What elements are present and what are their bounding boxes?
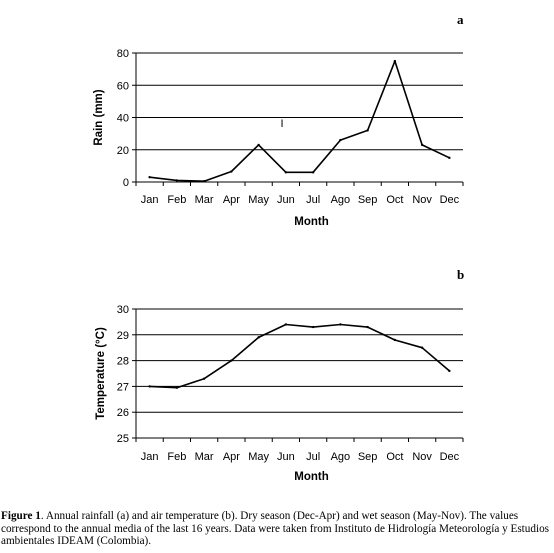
x-tick-label: Dec [440, 194, 460, 206]
data-point [202, 377, 206, 380]
y-tick-label: 60 [117, 80, 129, 92]
data-point [420, 346, 424, 349]
data-point [339, 323, 342, 326]
y-tick-label: 80 [117, 48, 129, 60]
y-tick-label: 20 [117, 145, 129, 157]
caption-label: Figure 1 [1, 510, 41, 522]
data-point [284, 171, 288, 174]
panel-letter: b [457, 267, 464, 282]
data-point [175, 179, 179, 182]
x-tick-label: Sep [358, 451, 378, 463]
data-point [393, 59, 397, 63]
x-tick-label: Feb [167, 194, 186, 206]
figure-caption: Figure 1. Annual rainfall (a) and air te… [1, 510, 553, 548]
x-tick-label: Sep [358, 194, 378, 206]
y-tick-label: 30 [117, 304, 129, 316]
data-point [230, 170, 233, 173]
data-point [175, 386, 179, 389]
data-point [284, 323, 288, 326]
chart-panel-b: 25 26 27 28 29 30 Jan Feb Mar Apr May Jun Jul Ago Sep O… [95, 267, 464, 483]
y-axis-title: Temperature (°C) [95, 327, 107, 420]
x-tick-label: Jun [277, 194, 295, 206]
y-tick-label: 25 [117, 433, 129, 445]
x-tick-label: Apr [223, 451, 240, 463]
series-line [149, 323, 450, 389]
data-point [311, 171, 315, 174]
x-tick-label: Oct [386, 194, 403, 206]
data-point [448, 156, 451, 160]
data-point [148, 385, 151, 388]
data-point [339, 138, 342, 142]
data-point [393, 338, 397, 342]
y-tick-label: 26 [117, 407, 129, 419]
x-tick-label: Jul [306, 194, 320, 206]
series-line [149, 60, 450, 182]
caption-text: . Annual rainfall (a) and air temperatur… [1, 510, 550, 547]
x-tick-label: Oct [386, 451, 403, 463]
y-axis-title: Rain (mm) [93, 89, 105, 145]
x-tick-label: Jan [141, 451, 159, 463]
data-point [230, 359, 233, 362]
x-tick-label: Mar [195, 194, 214, 206]
x-axis-title: Month [294, 216, 328, 228]
x-tick-label: Nov [412, 451, 432, 463]
x-tick-label: May [248, 451, 269, 463]
chart-annotation: I [280, 118, 283, 130]
x-tick-label: Feb [167, 451, 186, 463]
x-tick-label: Jul [306, 451, 320, 463]
figure-canvas: 0 20 40 60 80 Jan Feb Mar Apr May Jun Jul Ago Sep Oct N… [93, 12, 464, 483]
y-tick-label: 29 [117, 330, 129, 342]
y-tick-label: 27 [117, 381, 129, 393]
data-point [257, 143, 260, 147]
data-point [148, 175, 151, 179]
y-tick-label: 28 [117, 356, 129, 368]
data-point [202, 179, 206, 183]
chart-panel-a: 0 20 40 60 80 Jan Feb Mar Apr May Jun Jul Ago Sep Oct N… [93, 12, 464, 228]
x-tick-label: Jun [277, 451, 295, 463]
panel-letter: a [457, 12, 464, 27]
x-tick-label: Ago [331, 194, 351, 206]
data-point [366, 325, 369, 329]
data-point [420, 143, 424, 147]
data-point [366, 129, 369, 132]
data-point [257, 336, 260, 339]
x-tick-label: Mar [195, 451, 214, 463]
x-tick-label: May [248, 194, 269, 206]
x-tick-label: Ago [331, 451, 351, 463]
x-axis-title: Month [294, 471, 328, 483]
data-point [311, 325, 315, 329]
y-tick-label: 0 [123, 177, 129, 189]
x-tick-label: Nov [412, 194, 432, 206]
x-tick-label: Apr [223, 194, 240, 206]
y-tick-label: 40 [117, 113, 129, 125]
x-tick-label: Dec [440, 451, 460, 463]
data-point [448, 369, 451, 373]
x-tick-label: Jan [141, 194, 159, 206]
